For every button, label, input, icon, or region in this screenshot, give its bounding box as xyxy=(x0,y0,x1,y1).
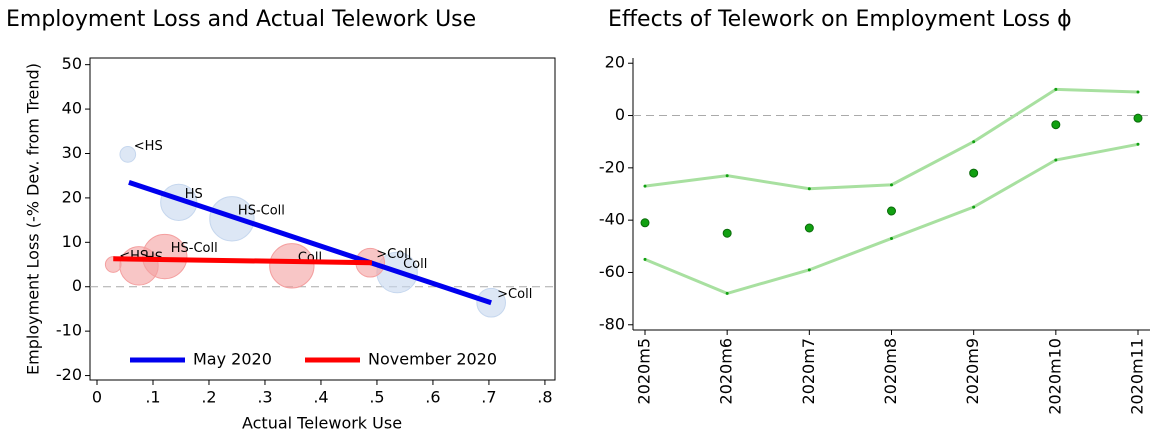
y-tick-label: -80 xyxy=(599,314,625,333)
y-tick-label: 20 xyxy=(62,187,82,206)
band-vertex xyxy=(725,291,729,295)
legend-label: November 2020 xyxy=(368,350,497,369)
x-axis-label: Actual Telework Use xyxy=(242,414,402,433)
bubble xyxy=(142,233,188,280)
fit-line xyxy=(128,179,492,306)
y-tick-label: 50 xyxy=(62,54,82,73)
x-tick-label: .4 xyxy=(313,388,328,407)
point-estimate xyxy=(1133,113,1143,123)
y-tick-label: -20 xyxy=(599,157,625,176)
band-vertex xyxy=(890,236,893,240)
x-tick-label: 2020m8 xyxy=(881,338,900,404)
confidence-band xyxy=(644,142,1139,295)
bubble xyxy=(119,146,137,163)
y-tick-label: -10 xyxy=(56,321,82,340)
band-vertex xyxy=(1136,142,1140,146)
x-tick-label: .2 xyxy=(201,388,216,407)
y-tick-label: 0 xyxy=(72,276,82,295)
fit-line xyxy=(113,256,372,266)
legend-label: May 2020 xyxy=(193,350,272,369)
band-vertex xyxy=(890,183,893,187)
x-tick-label: 0 xyxy=(92,388,102,407)
point-label: HS xyxy=(185,187,203,202)
y-tick-label: -40 xyxy=(599,210,625,229)
x-tick-label: 2020m9 xyxy=(963,338,982,404)
point-label: >Coll xyxy=(376,247,411,262)
point-label: >Coll xyxy=(497,287,532,302)
y-tick-label: 10 xyxy=(62,232,82,251)
band-vertex xyxy=(643,184,647,188)
y-tick-label: 40 xyxy=(62,99,82,118)
x-tick-label: 2020m5 xyxy=(635,338,654,404)
band-vertex xyxy=(807,187,811,191)
plot-frame xyxy=(89,57,556,381)
point-estimate xyxy=(722,228,732,238)
chart-title: Employment Loss and Actual Telework Use xyxy=(6,7,476,32)
x-tick-label: .5 xyxy=(369,388,384,407)
band-vertex xyxy=(1136,90,1140,94)
band-vertex xyxy=(725,174,729,178)
point-label: Coll xyxy=(403,257,427,272)
y-tick-label: -60 xyxy=(599,262,625,281)
x-tick-label: .3 xyxy=(257,388,272,407)
x-tick-label: .8 xyxy=(537,388,552,407)
point-estimate xyxy=(804,223,814,233)
band-vertex xyxy=(1054,158,1058,162)
point-estimate xyxy=(887,206,896,216)
point-estimate xyxy=(969,168,979,178)
confidence-band xyxy=(644,87,1139,191)
band-vertex xyxy=(807,268,811,272)
y-tick-label: -20 xyxy=(56,365,82,384)
y-tick-label: 30 xyxy=(62,143,82,162)
y-axis-label: Employment Loss (-% Dev. from Trend) xyxy=(24,63,43,375)
x-tick-label: .7 xyxy=(481,388,496,407)
band-vertex xyxy=(972,205,976,209)
y-tick-label: 0 xyxy=(615,105,625,124)
x-tick-label: 2020m10 xyxy=(1045,338,1064,415)
point-label: HS-Coll xyxy=(171,241,218,256)
chart-title: Effects of Telework on Employment Loss ϕ xyxy=(608,7,1072,32)
band-vertex xyxy=(1054,87,1058,91)
band-vertex xyxy=(972,140,976,144)
x-tick-label: .1 xyxy=(145,388,160,407)
bubble xyxy=(269,243,315,289)
point-label: <HS xyxy=(134,139,163,154)
point-estimate xyxy=(640,218,650,228)
x-tick-label: 2020m11 xyxy=(1128,338,1147,415)
x-tick-label: .6 xyxy=(425,388,440,407)
y-tick-label: 20 xyxy=(605,53,625,72)
x-tick-label: 2020m7 xyxy=(799,338,818,404)
point-label: HS-Coll xyxy=(238,203,285,218)
point-estimate xyxy=(1051,120,1061,130)
x-tick-label: 2020m6 xyxy=(717,338,736,404)
band-vertex xyxy=(643,257,647,261)
